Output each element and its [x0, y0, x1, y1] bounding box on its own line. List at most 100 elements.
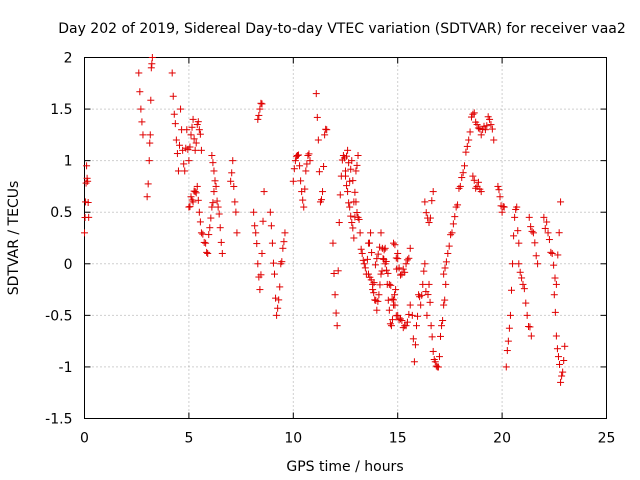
data-point	[299, 196, 307, 204]
data-point	[188, 196, 196, 204]
data-point	[252, 229, 260, 237]
data-point	[425, 219, 433, 227]
data-point	[373, 255, 381, 263]
y-tick-label: 0	[64, 257, 73, 273]
data-point	[356, 229, 364, 237]
data-point	[552, 332, 560, 340]
data-point	[409, 335, 417, 343]
data-point	[181, 167, 189, 175]
data-point	[498, 208, 506, 216]
data-point	[170, 110, 178, 118]
data-point	[323, 126, 331, 134]
data-point	[334, 267, 342, 275]
data-point	[518, 274, 526, 282]
data-point	[522, 299, 530, 307]
data-point	[296, 162, 304, 170]
data-point	[331, 291, 339, 299]
y-tick-label: -1.5	[45, 412, 72, 428]
data-point	[349, 177, 357, 185]
data-point	[335, 219, 343, 227]
data-point	[227, 177, 235, 185]
data-point	[402, 322, 410, 330]
data-point	[215, 210, 223, 218]
data-point	[463, 142, 471, 150]
data-point	[180, 160, 188, 168]
data-point	[408, 311, 416, 319]
data-point	[84, 177, 92, 185]
data-point	[191, 146, 199, 154]
data-point	[486, 115, 494, 123]
data-point	[148, 54, 156, 61]
data-point	[278, 258, 286, 266]
data-point	[191, 188, 199, 196]
data-point	[275, 296, 283, 304]
data-point	[448, 229, 456, 237]
data-point	[232, 208, 240, 216]
data-point	[555, 229, 563, 237]
data-point	[347, 212, 355, 220]
data-point	[429, 347, 437, 355]
data-point	[395, 264, 403, 272]
data-point	[474, 124, 482, 132]
data-point	[257, 99, 265, 107]
data-point	[82, 179, 90, 187]
data-point	[254, 260, 262, 268]
data-point	[230, 182, 238, 190]
x-axis-label: GPS time / hours	[286, 459, 403, 475]
data-point	[454, 201, 462, 209]
data-point	[360, 260, 368, 268]
data-point	[560, 356, 568, 364]
x-tick-label: 20	[493, 431, 511, 447]
data-point	[547, 248, 555, 256]
data-point	[147, 64, 155, 72]
data-point	[186, 143, 194, 151]
data-point	[217, 238, 225, 246]
data-point	[353, 161, 361, 169]
data-point	[445, 242, 453, 250]
data-point	[83, 174, 91, 182]
data-point	[473, 121, 481, 129]
data-point	[368, 249, 376, 257]
data-point	[84, 198, 92, 206]
data-point	[506, 311, 514, 319]
data-point	[345, 199, 353, 207]
data-point	[556, 360, 564, 368]
data-point	[377, 229, 385, 237]
data-point	[194, 196, 202, 204]
data-point	[391, 291, 399, 299]
data-point	[503, 347, 511, 355]
data-point	[477, 188, 485, 196]
data-point	[351, 188, 359, 196]
data-point	[466, 128, 474, 136]
data-point	[510, 232, 518, 240]
data-point	[358, 249, 366, 257]
data-point	[145, 157, 153, 165]
data-point	[551, 274, 559, 282]
data-point	[470, 176, 478, 184]
data-points	[81, 54, 569, 386]
data-point	[297, 177, 305, 185]
data-point	[440, 301, 448, 309]
data-point	[210, 167, 218, 175]
data-point	[374, 297, 382, 305]
data-point	[195, 126, 203, 134]
data-point	[271, 270, 279, 278]
data-point	[558, 372, 566, 380]
data-point	[139, 131, 147, 139]
data-point	[428, 333, 436, 341]
data-point	[290, 165, 298, 173]
data-point	[553, 345, 561, 353]
data-point	[481, 126, 489, 134]
data-point	[350, 234, 358, 242]
data-point	[200, 238, 208, 246]
data-point	[214, 203, 222, 211]
data-point	[548, 249, 556, 257]
data-point	[148, 60, 156, 68]
data-point	[528, 227, 536, 235]
data-point	[488, 125, 496, 133]
data-point	[197, 229, 205, 237]
data-point	[385, 306, 393, 314]
data-point	[195, 208, 203, 216]
data-point	[515, 239, 523, 247]
data-point	[417, 301, 425, 309]
